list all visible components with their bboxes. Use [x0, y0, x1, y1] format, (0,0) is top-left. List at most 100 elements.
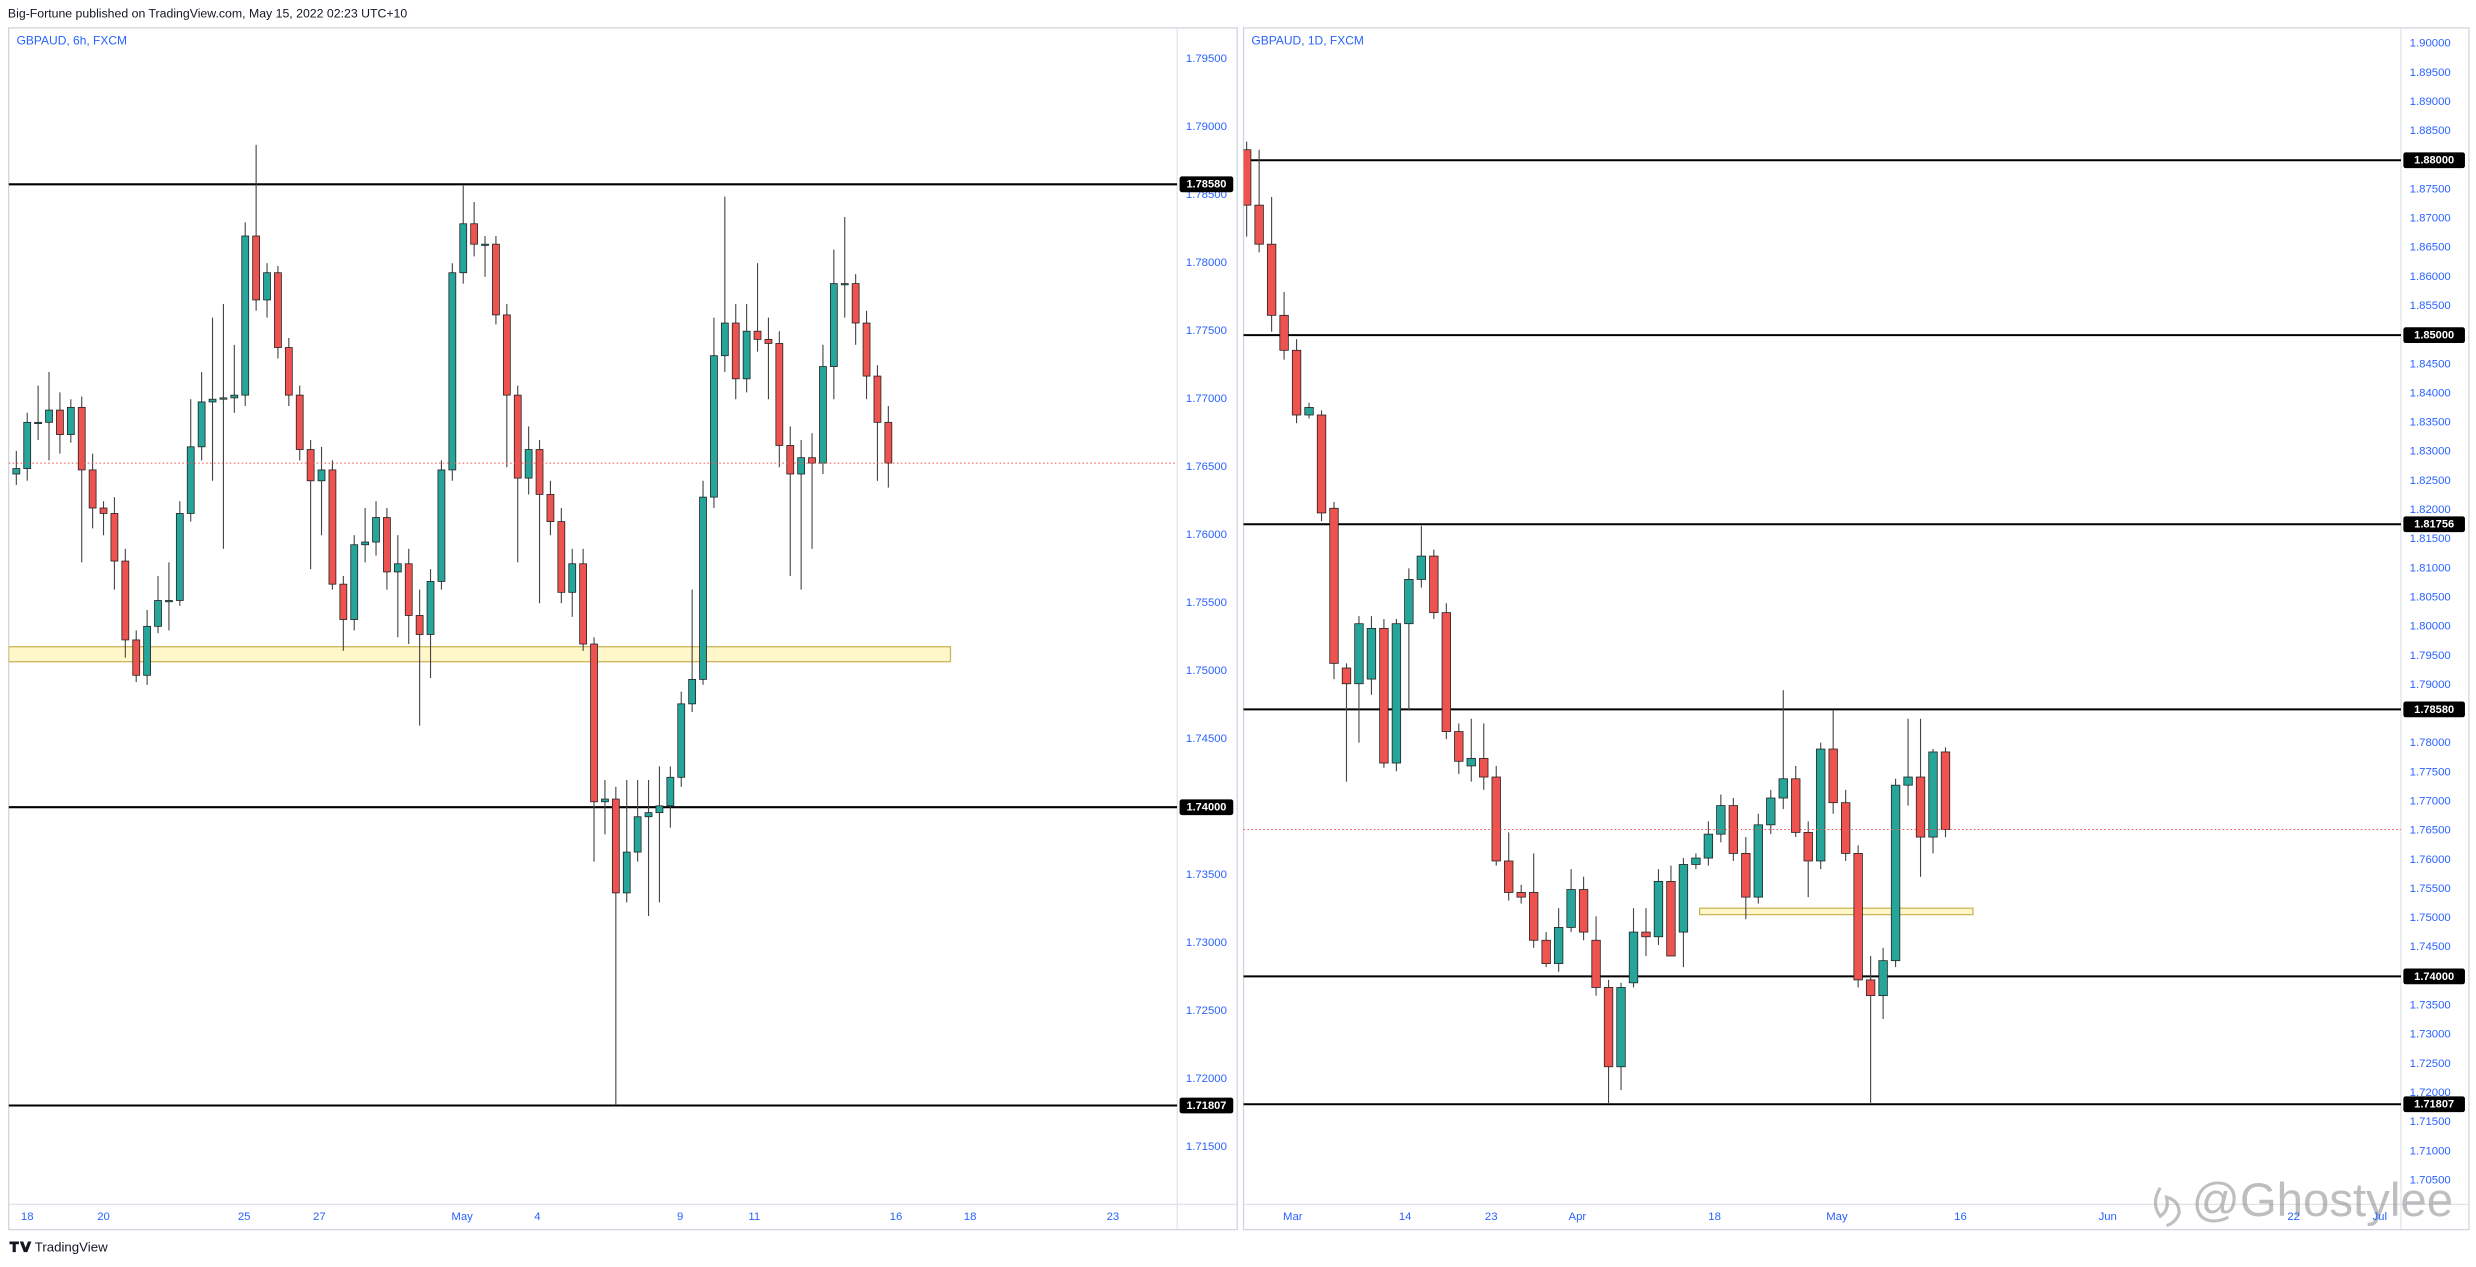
level-label-box: [2403, 327, 2465, 344]
candle-body: [1841, 802, 1851, 854]
y-tick-label: 1.87500: [2410, 183, 2451, 195]
candle-body: [1316, 414, 1327, 514]
x-tick-label: 4: [534, 1211, 540, 1223]
y-tick-label: 1.85500: [2410, 300, 2451, 312]
candle-body: [197, 401, 206, 448]
candle-body: [208, 398, 217, 403]
x-tick-label: 18: [21, 1211, 34, 1223]
x-tick-label: May: [451, 1211, 473, 1223]
candle-body: [1304, 407, 1314, 416]
candle-body: [1329, 507, 1339, 664]
candle-body: [175, 513, 184, 601]
candle-body: [786, 445, 795, 475]
plot-area: [1243, 141, 2401, 1106]
y-tick-label: 1.77500: [1186, 325, 1227, 337]
y-tick-label: 1.71000: [2410, 1145, 2451, 1157]
candle-body: [775, 343, 784, 446]
x-tick-label: 16: [890, 1211, 903, 1223]
watermark-icon: [2153, 1186, 2181, 1228]
y-tick-label: 1.76500: [2410, 825, 2451, 837]
candle-body: [383, 517, 391, 573]
candle-body: [361, 541, 369, 546]
candle-body: [34, 421, 42, 424]
candle-body: [284, 347, 293, 396]
candle-body: [1429, 555, 1439, 614]
candle-body: [263, 272, 271, 301]
candle-body: [601, 798, 609, 803]
candle-body: [633, 816, 642, 853]
candle-body: [426, 581, 435, 635]
candle-body: [88, 469, 97, 509]
candle-body: [470, 223, 478, 245]
candle-body: [45, 409, 53, 423]
candle-body: [1778, 778, 1788, 799]
candle-body: [1741, 853, 1751, 898]
candle-body: [1466, 757, 1476, 767]
candle-body: [56, 409, 64, 435]
support-zone: [8, 646, 952, 663]
tradingview-logo: [9, 1241, 32, 1253]
candle-body: [535, 449, 544, 495]
level-label-box: [1179, 799, 1234, 816]
candle-body: [1666, 880, 1676, 957]
candle-body: [350, 544, 359, 620]
candle-body: [1766, 797, 1776, 826]
x-tick-label: 25: [238, 1211, 251, 1223]
candle-body: [1441, 612, 1451, 732]
candle-body: [132, 639, 141, 676]
candle-body: [121, 560, 130, 641]
level-label: 1.74000: [1186, 802, 1226, 814]
level-label-box: [2403, 152, 2465, 169]
candle-body: [1553, 927, 1564, 964]
candle-body: [1816, 748, 1826, 862]
y-tick-label: 1.89500: [2410, 67, 2451, 79]
x-tick-label: May: [1826, 1211, 1848, 1223]
y-tick-label: 1.82500: [2410, 475, 2451, 487]
candle-body: [699, 496, 707, 680]
level-label: 1.78580: [2414, 704, 2454, 716]
candle-body: [1616, 987, 1626, 1068]
chart-panel: GBPAUD, 1D, FXCM 1.90000 1.89500 1.89000 1.8…: [1243, 34, 2465, 1223]
y-tick-label: 1.80500: [2410, 591, 2451, 603]
candle-body: [1903, 776, 1913, 786]
candle-body: [742, 330, 751, 380]
y-tick-label: 1.74500: [2410, 941, 2451, 953]
candle-body: [1479, 757, 1489, 778]
candle-body: [655, 805, 664, 814]
candle-body: [1878, 960, 1888, 997]
y-tick-label: 1.72000: [2410, 1087, 2451, 1099]
brand-name: TradingView: [35, 1239, 108, 1254]
candle-body: [764, 338, 773, 344]
x-tick-label: 20: [97, 1211, 110, 1223]
candle-body: [295, 394, 304, 450]
candle-body: [372, 517, 380, 543]
y-tick-label: 1.73500: [2410, 1000, 2451, 1012]
candle-body: [66, 406, 75, 435]
level-label: 1.81756: [2414, 519, 2454, 531]
level-label-box: [2403, 1096, 2465, 1113]
y-tick-label: 1.75000: [2410, 912, 2451, 924]
candle-body: [579, 563, 588, 645]
y-tick-label: 1.73000: [1186, 937, 1227, 949]
candle-body: [644, 812, 653, 818]
y-tick-label: 1.78000: [1186, 257, 1227, 269]
candle-body: [1279, 314, 1289, 351]
candle-body: [1865, 979, 1876, 997]
level-label-box: [1179, 176, 1234, 193]
candle-body: [840, 283, 849, 286]
candle-body: [1591, 939, 1601, 988]
candle-body: [524, 449, 533, 479]
y-tick-label: 1.79000: [1186, 121, 1227, 133]
candle-body: [1628, 931, 1639, 984]
y-tick-label: 1.76500: [1186, 461, 1227, 473]
candle-body: [1566, 889, 1576, 928]
candle-body: [1578, 889, 1589, 933]
y-tick-label: 1.73500: [1186, 869, 1227, 881]
x-tick-label: 18: [964, 1211, 977, 1223]
y-tick-label: 1.71500: [1186, 1141, 1227, 1153]
candle-body: [165, 600, 173, 603]
y-tick-label: 1.79500: [2410, 650, 2451, 662]
level-label-box: [1179, 1097, 1234, 1114]
